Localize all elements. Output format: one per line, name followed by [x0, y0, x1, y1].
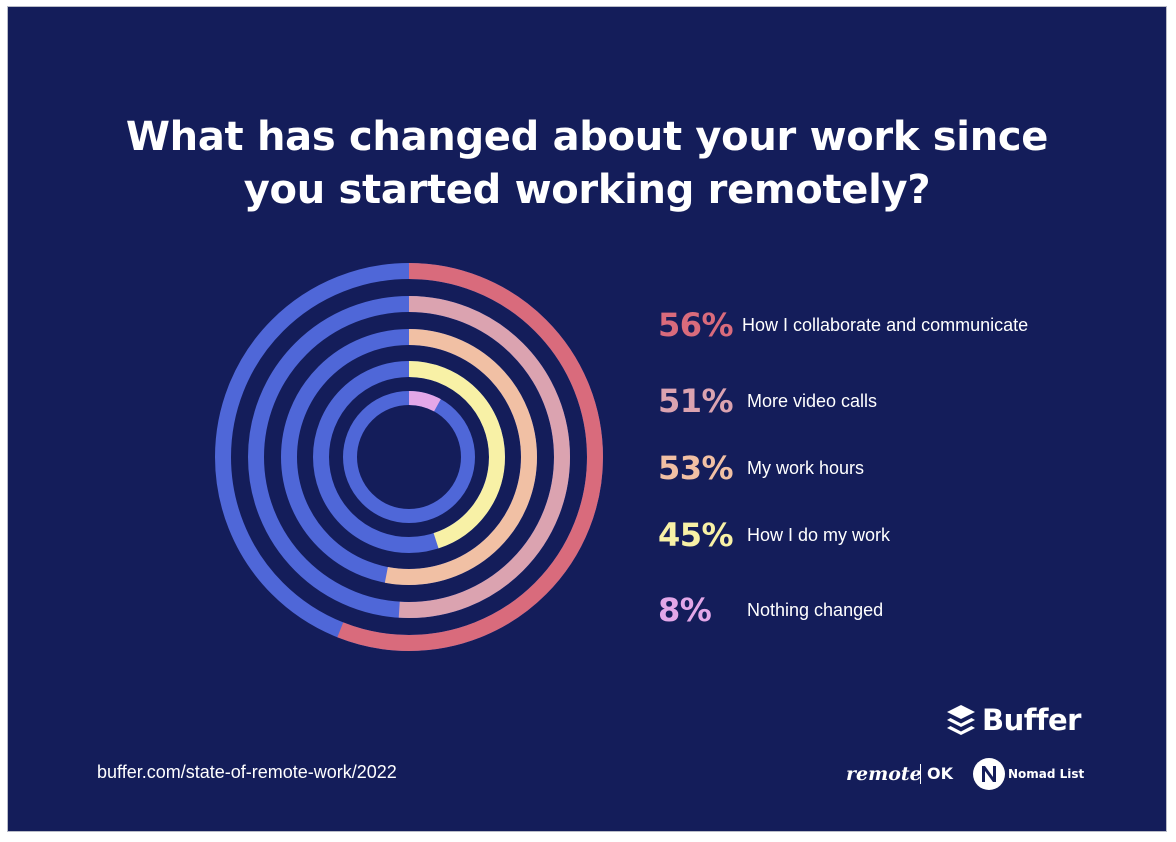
ok-logo-text: OK	[927, 764, 953, 783]
legend-label: My work hours	[747, 458, 865, 478]
legend-label: Nothing changed	[747, 600, 884, 620]
legend-value: 51%	[658, 382, 734, 420]
buffer-stack-icon	[947, 705, 975, 735]
ring-value-5	[343, 391, 475, 523]
legend-label: How I do my work	[747, 525, 891, 545]
ring-value-1	[215, 263, 603, 651]
legend-item-work-hours: 53% My work hours	[658, 448, 1138, 488]
ring-value-4	[313, 361, 505, 553]
legend-item-collaborate: 56% How I collaborate and communicate	[658, 305, 1138, 345]
ring-track-5	[343, 391, 475, 523]
logo-divider	[920, 764, 921, 784]
nomad-list-text: Nomad List	[1008, 767, 1085, 781]
nomad-list-icon	[973, 758, 1005, 790]
legend-value: 56%	[658, 306, 734, 344]
legend-value: 45%	[658, 516, 734, 554]
infographic-card: What has changed about your work since y…	[7, 6, 1167, 832]
legend-item-how-i-work: 45% How I do my work	[658, 515, 1138, 555]
chart-title-line-2: you started working remotely?	[243, 167, 931, 213]
remote-logo-text: remote	[846, 763, 922, 785]
ring-value-3	[281, 329, 537, 585]
nomad-list-logo: Nomad List	[972, 757, 1092, 791]
buffer-logo-text: Buffer	[982, 703, 1081, 737]
source-url: buffer.com/state-of-remote-work/2022	[97, 762, 397, 782]
legend-value: 8%	[658, 591, 712, 629]
legend-value: 53%	[658, 449, 734, 487]
chart-title: What has changed about your work since y…	[8, 111, 1166, 217]
legend-label: How I collaborate and communicate	[742, 315, 1029, 335]
legend-item-nothing-changed: 8% Nothing changed	[658, 590, 1138, 630]
legend-item-video-calls: 51% More video calls	[658, 381, 1138, 421]
ring-value-2	[248, 296, 570, 618]
legend-label: More video calls	[747, 391, 878, 411]
chart-title-line-1: What has changed about your work since	[125, 114, 1049, 160]
buffer-logo: Buffer	[946, 700, 1086, 740]
radial-bar-chart	[215, 263, 603, 651]
